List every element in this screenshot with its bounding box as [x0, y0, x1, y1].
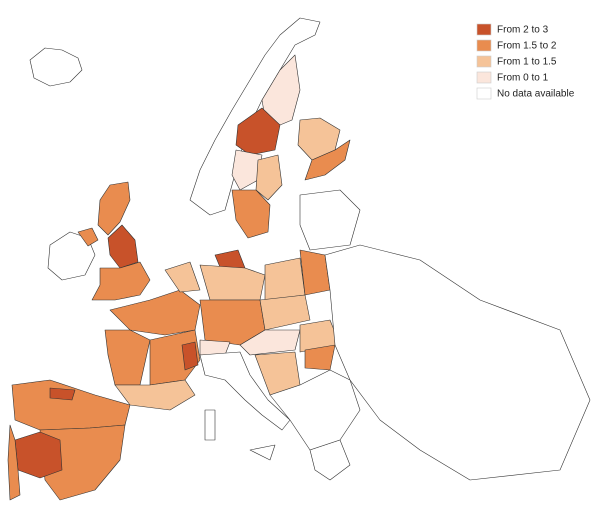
legend-swatch — [476, 71, 492, 84]
france-w — [104, 329, 151, 386]
germany-n — [199, 264, 266, 301]
legend-label: From 2 to 3 — [497, 25, 549, 36]
baltics — [299, 189, 361, 251]
portugal — [7, 424, 21, 501]
norway — [189, 17, 321, 216]
balkans — [269, 369, 361, 451]
czech — [259, 294, 311, 331]
legend-swatch — [476, 23, 492, 36]
switzerland — [199, 339, 231, 356]
italy — [199, 351, 291, 431]
england-s — [91, 261, 151, 301]
spain-c — [39, 424, 126, 501]
legend-label: From 1 to 1.5 — [497, 57, 557, 68]
sardinia — [204, 409, 216, 441]
spain-n — [11, 379, 131, 431]
east — [324, 244, 591, 481]
rhone — [181, 341, 199, 371]
austria — [239, 329, 301, 356]
ireland — [47, 231, 96, 281]
legend-label: From 1.5 to 2 — [497, 41, 557, 52]
sweden-mid — [235, 107, 281, 156]
poland-w — [264, 257, 306, 301]
sweden-e — [255, 154, 283, 201]
iceland — [29, 47, 83, 87]
legend-label: From 0 to 1 — [497, 73, 549, 84]
benelux — [164, 261, 201, 293]
regions — [7, 17, 591, 501]
england-n — [107, 224, 139, 269]
legend-swatch — [476, 87, 492, 100]
scotland — [97, 181, 131, 236]
asturias — [49, 387, 76, 401]
legend-swatch — [476, 55, 492, 68]
finland-s — [304, 139, 351, 181]
sicily — [249, 444, 276, 461]
sweden-c — [231, 149, 263, 191]
france-n — [109, 289, 201, 336]
legend: From 2 to 3 From 1.5 to 2 From 1 to 1.5 Fro… — [476, 23, 575, 100]
sweden-s — [231, 189, 271, 239]
extremadura — [14, 431, 63, 479]
legend-swatch — [476, 39, 492, 52]
greece — [309, 439, 351, 481]
legend-label: No data available — [497, 89, 575, 100]
n-ireland — [77, 227, 99, 247]
